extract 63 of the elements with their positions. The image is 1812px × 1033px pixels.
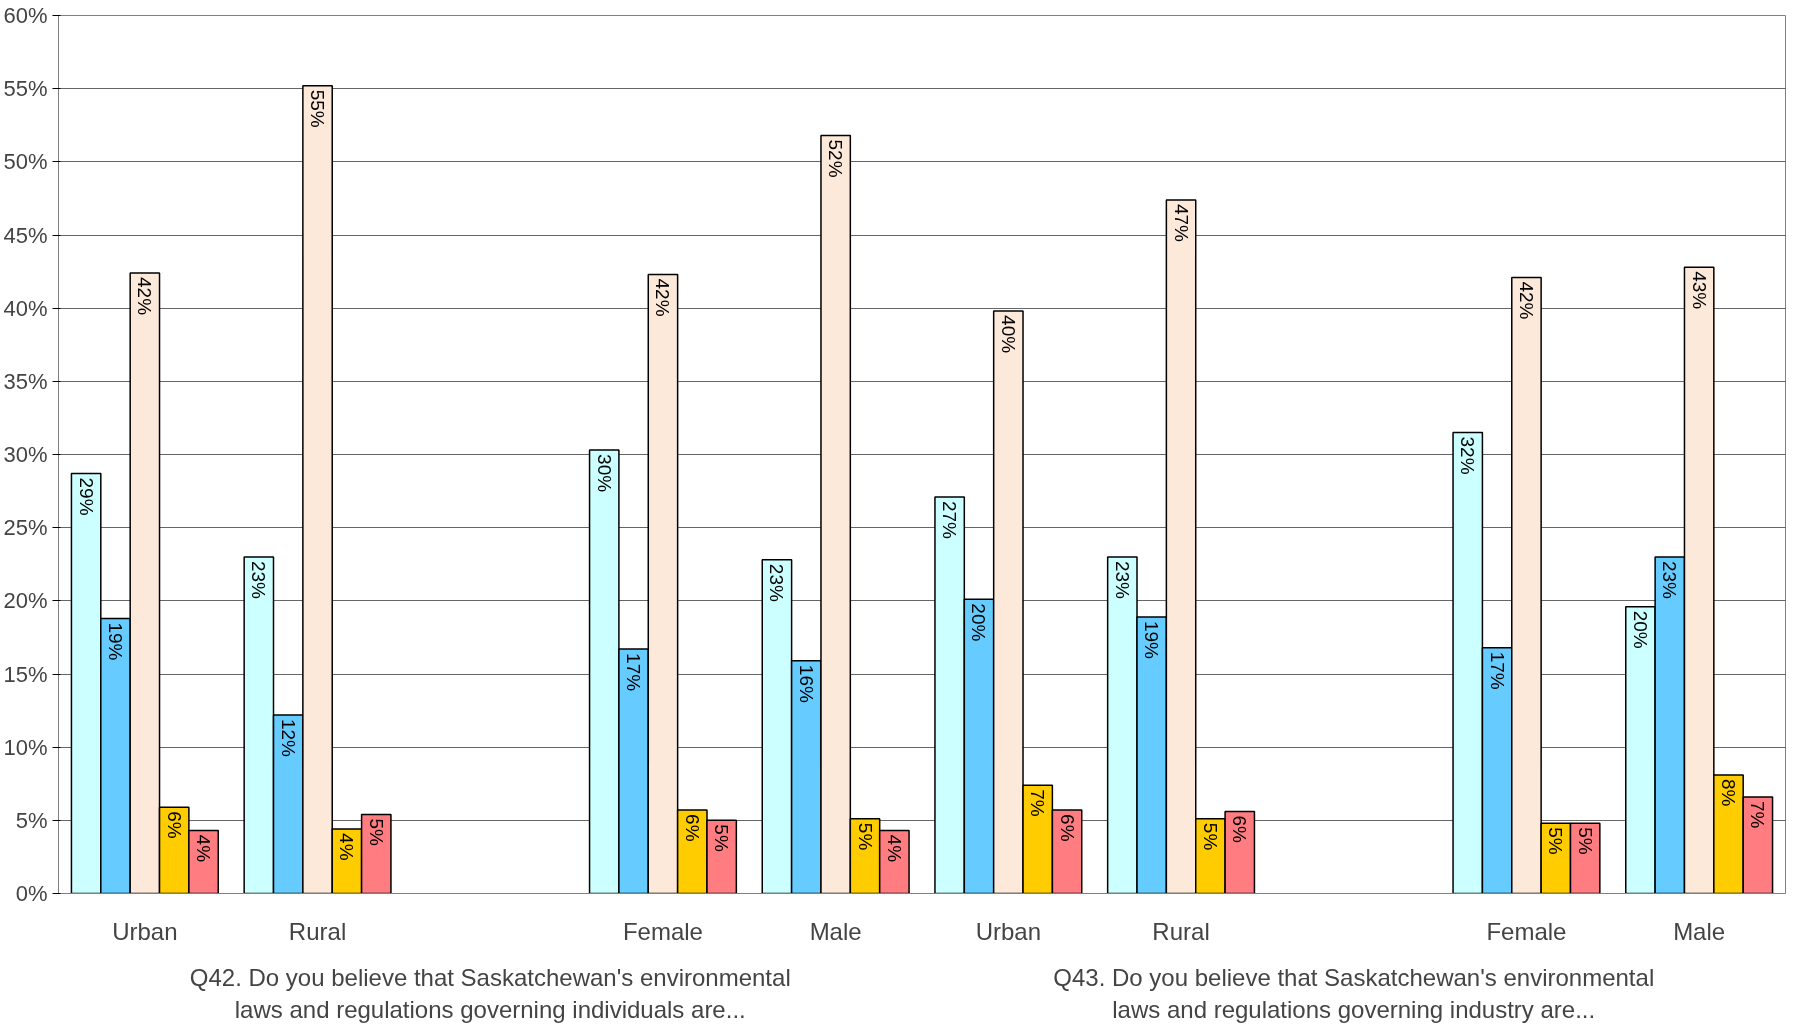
data-label: 8% bbox=[1718, 778, 1740, 807]
y-tick-label: 40% bbox=[3, 295, 48, 321]
data-label: 27% bbox=[939, 500, 961, 540]
data-label: 17% bbox=[1486, 651, 1508, 690]
data-label: 40% bbox=[997, 315, 1019, 354]
data-label: 4% bbox=[193, 834, 215, 863]
y-tick-label: 30% bbox=[3, 442, 48, 467]
data-label: 6% bbox=[1056, 814, 1078, 842]
data-label: 20% bbox=[1629, 610, 1651, 649]
data-label: 5% bbox=[1574, 827, 1596, 855]
data-label: 30% bbox=[593, 454, 615, 493]
data-label: 16% bbox=[795, 664, 817, 703]
data-label: 6% bbox=[1229, 815, 1251, 844]
y-tick-label: 55% bbox=[3, 76, 48, 102]
data-label: 6% bbox=[163, 811, 185, 839]
y-tick-label: 50% bbox=[3, 149, 48, 175]
data-label: 5% bbox=[1545, 827, 1567, 855]
data-label: 43% bbox=[1688, 271, 1710, 310]
data-label: 23% bbox=[248, 560, 270, 600]
data-label: 17% bbox=[623, 653, 645, 692]
data-label: 5% bbox=[711, 824, 733, 852]
data-label: 12% bbox=[277, 718, 299, 758]
y-tick-label: 60% bbox=[3, 3, 48, 28]
y-tick-label: 35% bbox=[3, 368, 48, 394]
data-label: 19% bbox=[104, 622, 126, 661]
data-label: 32% bbox=[1457, 436, 1479, 475]
y-tick-label: 20% bbox=[3, 588, 48, 614]
x-tick-label: Female bbox=[1486, 917, 1567, 945]
data-label: 42% bbox=[134, 277, 156, 316]
data-label: 7% bbox=[1027, 789, 1049, 817]
data-label: 20% bbox=[968, 603, 990, 642]
data-label: 23% bbox=[1659, 560, 1681, 600]
y-tick-label: 25% bbox=[3, 515, 48, 541]
y-tick-label: 15% bbox=[3, 661, 48, 687]
data-label: 19% bbox=[1141, 620, 1163, 660]
y-tick-label: 10% bbox=[3, 734, 48, 760]
y-tick-label: 45% bbox=[3, 222, 48, 248]
data-label: 55% bbox=[307, 89, 329, 128]
text: Q43. Do you believe that Saskatchewan's environmental laws and regulations governing industry are... bbox=[1053, 963, 1655, 1023]
data-label: 47% bbox=[1170, 203, 1192, 243]
x-tick-label: Female bbox=[622, 917, 703, 945]
data-label: 23% bbox=[1111, 560, 1133, 600]
x-tick-label: Urban bbox=[975, 917, 1042, 945]
data-label: 42% bbox=[652, 278, 674, 317]
data-label: 42% bbox=[1515, 281, 1537, 320]
x-tick-label: Male bbox=[809, 917, 862, 945]
x-tick-label: Rural bbox=[288, 917, 347, 945]
data-label: 7% bbox=[1747, 800, 1769, 829]
data-label: 5% bbox=[854, 822, 876, 851]
data-label: 5% bbox=[1199, 822, 1221, 851]
x-tick-label: Urban bbox=[112, 917, 178, 945]
y-tick-label: 5% bbox=[15, 807, 48, 833]
x-tick-label: Male bbox=[1673, 917, 1726, 945]
text: Q42. Do you believe that Saskatchewan's environmental laws and regulations governing individuals are... bbox=[189, 963, 791, 1023]
data-label: 52% bbox=[825, 139, 847, 178]
data-label: 6% bbox=[681, 814, 703, 842]
data-label: 23% bbox=[766, 563, 788, 602]
data-label: 4% bbox=[336, 833, 358, 861]
x-tick-label: Rural bbox=[1152, 917, 1210, 945]
data-label: 29% bbox=[75, 477, 97, 516]
data-label: 4% bbox=[883, 834, 905, 863]
y-tick-label: 0% bbox=[15, 881, 48, 906]
data-label: 5% bbox=[365, 818, 387, 847]
